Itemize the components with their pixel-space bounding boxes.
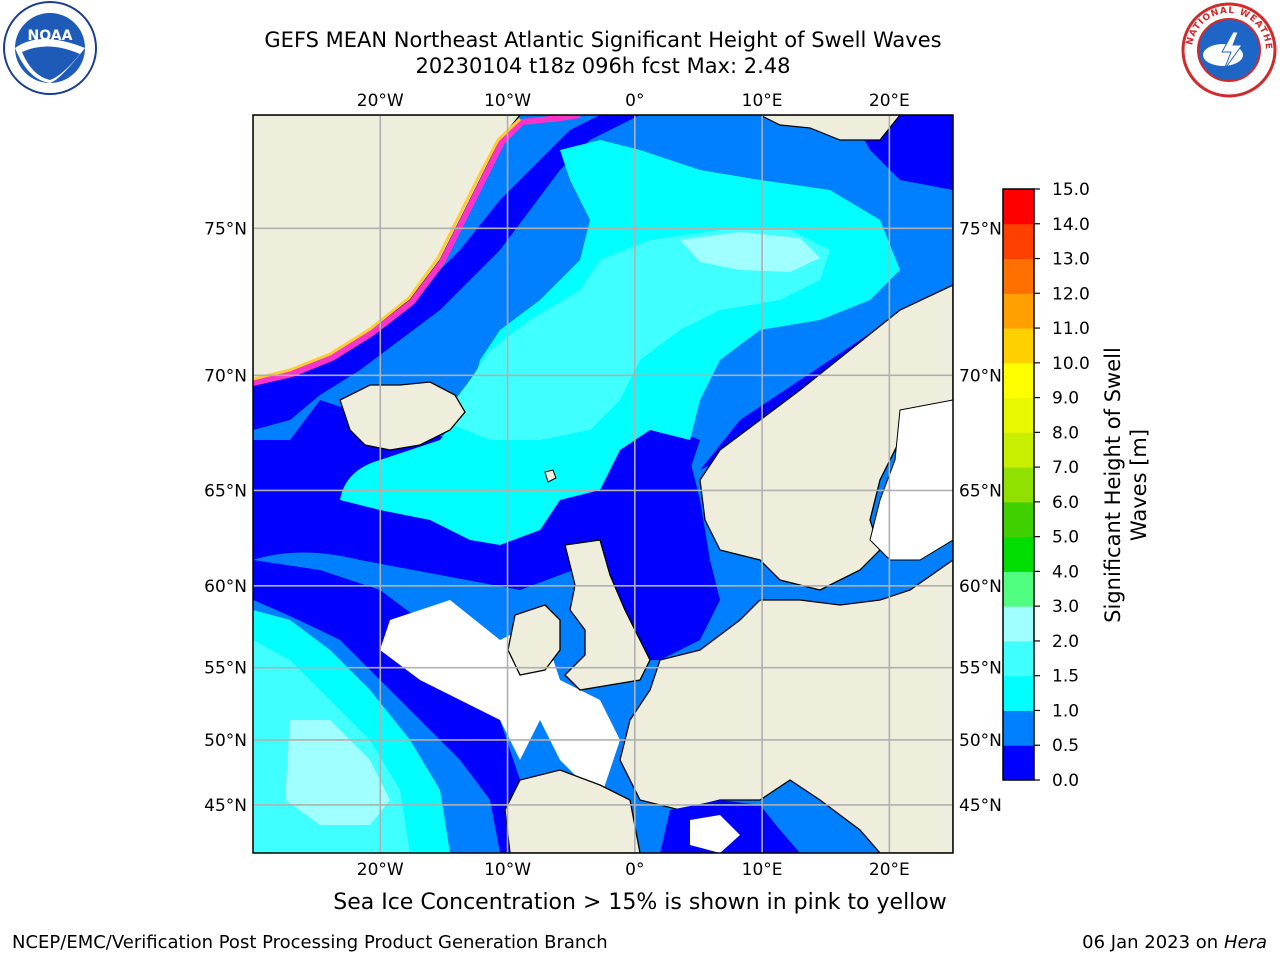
- colorbar-swatch: [1003, 189, 1034, 225]
- lat-label-left: 55°N: [204, 659, 247, 679]
- colorbar-swatch: [1003, 223, 1034, 260]
- lat-label-right: 45°N: [959, 796, 1002, 816]
- colorbar-swatch: [1003, 328, 1034, 364]
- footer-host: Hera: [1223, 932, 1267, 953]
- colorbar-swatch: [1003, 606, 1034, 642]
- chart-subtitle: 20230104 t18z 096h fcst Max: 2.48: [415, 54, 791, 78]
- colorbar-swatch: [1003, 675, 1034, 711]
- colorbar-tick-label: 12.0: [1052, 284, 1090, 304]
- lat-label-left: 70°N: [204, 366, 247, 386]
- lon-label-top: 0°: [625, 91, 644, 111]
- nws-logo: NATIONAL WEATHER SERVICE: [1178, 0, 1277, 98]
- lon-label-bottom: 10°W: [484, 860, 531, 880]
- footer-date: 06 Jan 2023 on Hera: [1082, 932, 1267, 953]
- lon-label-bottom: 10°E: [742, 860, 783, 880]
- colorbar-swatch: [1003, 640, 1034, 677]
- iceland-land: [339, 381, 466, 451]
- colorbar-swatch: [1003, 258, 1034, 294]
- colorbar-swatch: [1003, 293, 1034, 329]
- colorbar-tick-label: 2.0: [1052, 632, 1079, 652]
- colorbar-swatch: [1003, 745, 1034, 781]
- lat-label-left: 50°N: [204, 731, 247, 751]
- colorbar-swatch: [1003, 710, 1034, 746]
- lon-label-top: 20°W: [357, 91, 404, 111]
- sea-ice-edge-yellow: [253, 117, 522, 381]
- colorbar-swatch: [1003, 536, 1034, 572]
- colorbar-tick-label: 13.0: [1052, 250, 1090, 270]
- colorbar-swatch: [1003, 397, 1034, 433]
- no-data-area: [380, 600, 620, 800]
- lat-label-left: 45°N: [204, 796, 247, 816]
- swell-band-2-3-core: [680, 232, 820, 272]
- sea-ice-note: Sea Ice Concentration > 15% is shown in …: [333, 890, 947, 915]
- lat-tick-labels-right: 45°N 50°N 55°N 60°N 65°N 70°N 75°N: [959, 219, 1002, 816]
- lon-tick-labels-bottom: 20°W 10°W 0° 10°E 20°E: [357, 860, 910, 880]
- lat-label-right: 50°N: [959, 731, 1002, 751]
- lat-label-left: 60°N: [204, 577, 247, 597]
- colorbar-tick-label: 15.0: [1052, 180, 1090, 200]
- lon-label-top: 10°E: [742, 91, 783, 111]
- noaa-logo: NOAA: [3, 1, 97, 95]
- lon-tick-labels-top: 20°W 10°W 0° 10°E 20°E: [357, 91, 910, 111]
- footer-date-text: 06 Jan 2023 on: [1082, 932, 1219, 953]
- colorbar-swatch: [1003, 362, 1034, 399]
- lat-label-left: 75°N: [204, 219, 247, 239]
- colorbar: [1003, 189, 1034, 781]
- lat-label-left: 65°N: [204, 481, 247, 501]
- svalbard-land: [759, 115, 901, 141]
- lat-label-right: 55°N: [959, 659, 1002, 679]
- lat-label-right: 65°N: [959, 481, 1002, 501]
- colorbar-swatch: [1003, 467, 1034, 503]
- svg-text:NOAA: NOAA: [28, 28, 73, 44]
- lat-label-right: 70°N: [959, 366, 1002, 386]
- colorbar-tick-label: 5.0: [1052, 528, 1079, 548]
- colorbar-tick-label: 0.0: [1052, 771, 1079, 791]
- lon-label-bottom: 0°: [625, 860, 644, 880]
- colorbar-swatch: [1003, 432, 1034, 468]
- map-panel: [253, 115, 953, 853]
- map-frame: [252, 114, 954, 854]
- colorbar-ticks: 0.0 0.5 1.0 1.5 2.0 3.0 4.0 5.0 6.0 7.0 8.0 9.0 10.0…: [1034, 180, 1090, 791]
- lat-label-right: 75°N: [959, 219, 1002, 239]
- swell-band-0-0.5-northsea: [600, 460, 720, 660]
- colorbar-frame: [1002, 188, 1035, 781]
- lon-label-top: 20°E: [869, 91, 910, 111]
- lat-label-right: 60°N: [959, 577, 1002, 597]
- lat-tick-labels-left: 45°N 50°N 55°N 60°N 65°N 70°N 75°N: [204, 219, 247, 816]
- swell-band-0-0.5-north: [253, 115, 640, 430]
- colorbar-tick-label: 9.0: [1052, 389, 1079, 409]
- colorbar-tick-label: 1.0: [1052, 701, 1079, 721]
- colorbar-tick-label: 11.0: [1052, 319, 1090, 339]
- lon-label-top: 10°W: [484, 91, 531, 111]
- colorbar-tick-label: 4.0: [1052, 562, 1079, 582]
- great-britain-land: [564, 539, 651, 691]
- swell-band-0-0.5-south: [253, 560, 520, 853]
- colorbar-tick-label: 8.0: [1052, 423, 1079, 443]
- swell-band-sw-2-3: [285, 720, 390, 825]
- colorbar-swatch: [1003, 501, 1034, 538]
- colorbar-tick-label: 7.0: [1052, 458, 1079, 478]
- colorbar-tick-label: 10.0: [1052, 354, 1090, 374]
- footer-credit: NCEP/EMC/Verification Post Processing Pr…: [12, 932, 608, 953]
- colorbar-tick-label: 14.0: [1052, 215, 1090, 235]
- lon-label-bottom: 20°W: [357, 860, 404, 880]
- faroe-islands-land: [544, 469, 557, 483]
- colorbar-label: Significant Height of Swell Waves [m]: [1101, 347, 1151, 623]
- chart-title: GEFS MEAN Northeast Atlantic Significant…: [264, 28, 942, 52]
- colorbar-tick-label: 6.0: [1052, 493, 1079, 513]
- mediterranean-no-data: [690, 815, 740, 853]
- lon-label-bottom: 20°E: [869, 860, 910, 880]
- colorbar-tick-label: 3.0: [1052, 597, 1079, 617]
- colorbar-tick-label: 1.5: [1052, 667, 1079, 687]
- colorbar-tick-label: 0.5: [1052, 736, 1079, 756]
- colorbar-swatch: [1003, 571, 1034, 607]
- sea-ice-edge-pink: [253, 115, 581, 386]
- ireland-land: [507, 604, 561, 676]
- gridlines: [253, 115, 953, 853]
